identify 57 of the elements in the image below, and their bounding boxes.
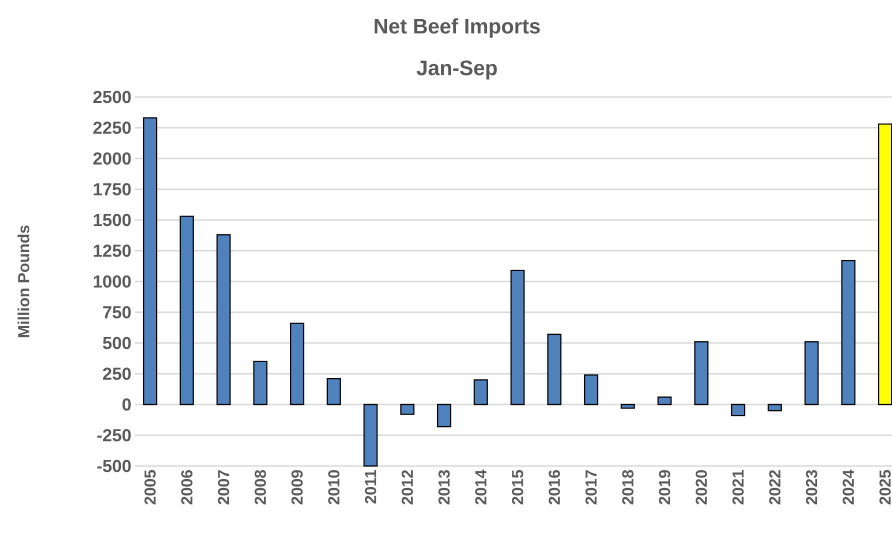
- y-tick-label: 2250: [93, 122, 131, 134]
- x-tick-label: 2014: [475, 470, 486, 504]
- bar: [290, 322, 304, 406]
- bar: [584, 374, 598, 406]
- y-axis-title: Million Pounds: [18, 225, 30, 338]
- bar: [400, 404, 414, 415]
- bar: [253, 360, 268, 406]
- x-tick-label: 2018: [622, 470, 634, 504]
- y-tick-label: 1000: [94, 275, 131, 288]
- y-tick-label: 0: [122, 398, 131, 411]
- x-tick-label: 2009: [291, 470, 303, 504]
- x-tick-label: 2017: [585, 470, 597, 504]
- x-tick-label: 2015: [512, 470, 524, 504]
- x-tick-label: 2024: [842, 470, 854, 504]
- x-tick-label: 2022: [769, 470, 780, 504]
- y-tick-label: 1250: [94, 244, 131, 257]
- y-tick-label: 2000: [93, 152, 131, 165]
- y-tick-label: 2500: [93, 90, 131, 104]
- bar: [620, 404, 635, 409]
- bar: [142, 117, 158, 406]
- x-tick-label: 2005: [144, 470, 156, 504]
- x-tick-label: 2019: [658, 470, 670, 504]
- x-tick-label: 2025: [879, 470, 891, 504]
- bar: [510, 270, 525, 406]
- bar: [547, 334, 562, 406]
- bar: [694, 341, 708, 406]
- x-tick-label: 2020: [696, 470, 707, 504]
- x-tick-label: 2012: [402, 470, 413, 504]
- bar: [657, 396, 672, 406]
- x-tick-label: 2010: [328, 470, 340, 504]
- x-tick-label: 2011: [364, 470, 376, 504]
- bar: [730, 404, 746, 416]
- x-tick-label: 2008: [254, 470, 266, 504]
- chart-title: Net Beef Imports: [374, 18, 540, 38]
- y-tick-label: 750: [103, 306, 131, 318]
- x-tick-label: 2006: [181, 470, 192, 504]
- bar: [363, 404, 378, 467]
- x-tick-label: 2016: [548, 470, 560, 504]
- x-tick-label: 2023: [806, 470, 818, 504]
- bar: [180, 216, 194, 406]
- bar: [216, 234, 231, 406]
- bar: [436, 404, 452, 428]
- bar: [474, 379, 488, 406]
- y-tick-label: 500: [102, 336, 131, 350]
- x-tick-label: 2021: [732, 470, 744, 504]
- bar: [841, 260, 856, 406]
- x-tick-label: 2007: [218, 470, 230, 504]
- x-tick-label: 2013: [438, 470, 450, 504]
- y-tick-label: -250: [97, 429, 131, 442]
- y-tick-label: 1500: [94, 214, 131, 226]
- chart-subtitle: Jan-Sep: [416, 60, 497, 80]
- y-tick-label: 250: [103, 368, 131, 380]
- y-tick-label: -500: [97, 460, 131, 472]
- bar: [326, 378, 341, 406]
- y-tick-label: 1750: [94, 183, 131, 196]
- bar: [768, 404, 782, 412]
- bar: [804, 341, 819, 406]
